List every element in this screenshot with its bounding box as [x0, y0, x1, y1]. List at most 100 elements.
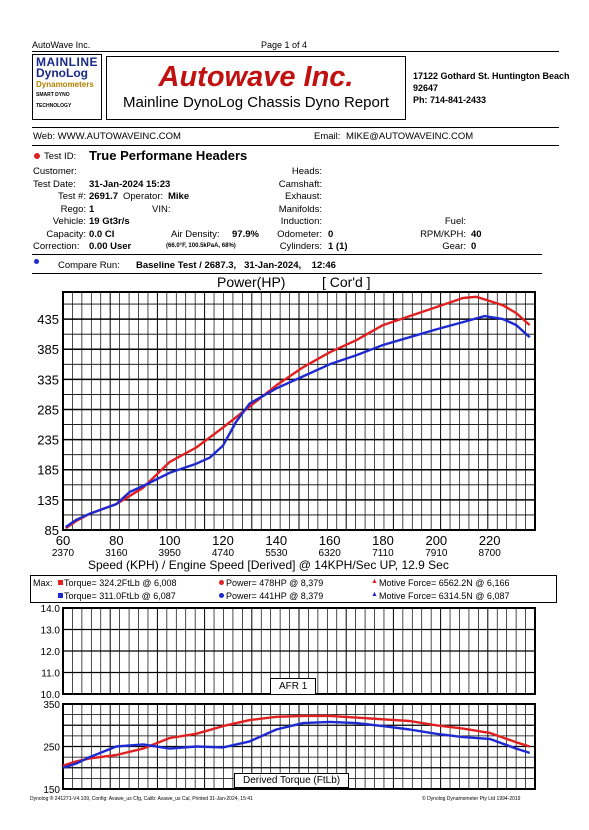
compare-force-marker-icon: ▲ — [371, 591, 378, 598]
air-density-label: Air Density: — [171, 229, 220, 240]
ambient-conditions: (66.0°F, 100.5kPaA, 68%) — [166, 243, 236, 249]
afr-ytick-label: 14.0 — [41, 604, 61, 615]
run-force-marker-icon: ▲ — [371, 578, 378, 585]
heads-label: Heads: — [291, 166, 322, 177]
header-rule — [32, 51, 559, 52]
power-xtick-label: 160 — [319, 533, 341, 548]
power-chart-xlabel: Speed (KPH) / Engine Speed [Derived] @ 1… — [88, 558, 449, 572]
capacity: 0.0 CI — [89, 229, 115, 240]
odometer-label: Odometer: — [277, 229, 322, 240]
power-xtick-label: 120 — [212, 533, 234, 548]
power-ytick-label: 385 — [37, 342, 59, 357]
power-xtick-label: 180 — [372, 533, 394, 548]
max-values-box — [30, 575, 557, 603]
report-subtitle: Mainline DynoLog Chassis Dyno Report — [123, 94, 389, 111]
compare-max-force: Motive Force= 6314.5N @ 6,087 — [379, 591, 510, 601]
report-title-box: Autowave Inc. Mainline DynoLog Chassis D… — [106, 56, 406, 120]
power-ytick-label: 235 — [37, 433, 59, 448]
email-address: MIKE@AUTOWAVEINC.COM — [346, 131, 474, 142]
operator-label: Operator: — [123, 191, 164, 202]
power-xtick-label: 80 — [109, 533, 123, 548]
customer-label: Customer: — [33, 166, 77, 177]
test-date: 31-Jan-2024 15:23 — [89, 179, 171, 190]
power-rpm-tick-label: 2370 — [52, 548, 75, 559]
test-number: 2691.7 — [89, 191, 119, 202]
rpm-kph-label: RPM/KPH: — [420, 229, 466, 240]
gear-label: Gear: — [442, 241, 466, 252]
compare-power-marker-icon — [219, 593, 224, 598]
power-ytick-label: 285 — [37, 402, 59, 417]
power-rpm-tick-label: 7110 — [372, 548, 394, 559]
torque-ytick-label: 250 — [43, 743, 60, 754]
camshaft-label: Camshaft: — [278, 179, 322, 190]
address-phone: Ph: 714-841-2433 — [413, 95, 487, 105]
power-chart-corrected: [ Cor'd ] — [322, 274, 371, 290]
operator: Mike — [168, 191, 190, 202]
torque-series-run — [62, 714, 531, 767]
power-ytick-label: 335 — [37, 372, 59, 387]
power-series-compare — [65, 314, 531, 528]
afr-chart-label: AFR 1 — [270, 678, 317, 695]
report-title: Autowave Inc. — [158, 61, 354, 93]
torque-series-compare — [62, 720, 531, 769]
vehicle: 19 Gt3r/s — [89, 216, 130, 227]
fuel-label: Fuel: — [444, 216, 466, 227]
induction-label: Induction: — [280, 216, 322, 227]
torque-ytick-label: 350 — [43, 700, 60, 711]
power-xtick-label: 140 — [265, 533, 287, 548]
power-xtick-label: 100 — [159, 533, 181, 548]
test-date-label: Test Date: — [33, 179, 76, 190]
afr-ytick-label: 11.0 — [41, 669, 60, 680]
torque-plot-frame — [62, 703, 536, 790]
run-max-torque: Torque= 324.2FtLb @ 6,008 — [64, 578, 177, 588]
power-xtick-label: 60 — [56, 533, 70, 548]
power-ytick-label: 185 — [37, 463, 59, 478]
cylinders-label: Cylinders: — [279, 241, 322, 252]
power-rpm-tick-label: 5530 — [265, 548, 288, 559]
header-company: AutoWave Inc. — [32, 40, 91, 50]
vehicle-label: Vehicle: — [52, 216, 86, 227]
torque-plot: 150 250 350 — [43, 700, 536, 796]
page-number: Page 1 of 4 — [261, 40, 308, 50]
test-id-label: Test ID: — [44, 151, 77, 162]
max-label: Max: — [33, 578, 53, 588]
power-ytick-label: 135 — [37, 493, 59, 508]
afr-ytick-label: 12.0 — [41, 647, 61, 658]
exhaust-label: Exhaust: — [285, 191, 322, 202]
compare-run: Baseline Test / 2687.3, 31-Jan-2024, 12:… — [136, 260, 336, 271]
run-marker-icon — [34, 153, 40, 159]
power-rpm-tick-label: 8700 — [479, 548, 502, 559]
gear: 0 — [471, 241, 477, 252]
rego-label: Rego: — [60, 204, 86, 215]
compare-marker-icon — [34, 259, 39, 264]
manifolds-label: Manifolds: — [278, 204, 322, 215]
power-rpm-tick-label: 3950 — [159, 548, 182, 559]
power-rpm-tick-label: 6320 — [319, 548, 342, 559]
power-xtick-label: 200 — [425, 533, 447, 548]
run-max-power: Power= 478HP @ 8,379 — [226, 578, 324, 588]
afr-ytick-label: 13.0 — [41, 626, 61, 637]
run-max-force: Motive Force= 6562.2N @ 6,166 — [379, 578, 510, 588]
test-id: True Performane Headers — [89, 148, 248, 163]
air-density: 97.9% — [232, 229, 259, 240]
test-number-label: Test #: — [58, 191, 86, 202]
cylinders: 1 (1) — [328, 241, 348, 252]
correction: 0.00 User — [89, 241, 132, 252]
odometer: 0 — [328, 229, 334, 240]
torque-chart-label: Derived Torque (FtLb) — [234, 773, 350, 788]
capacity-label: Capacity: — [46, 229, 86, 240]
power-chart-title: Power(HP) — [217, 274, 286, 290]
footer-config: Dynolog ® 241271-V4.109, Config: Avawe_u… — [30, 796, 253, 802]
power-ytick-label: 435 — [37, 312, 59, 327]
power-series-run — [65, 295, 531, 530]
mainline-dynolog-logo: MAINLINE DynoLog Dynamometers SMART DYNO… — [32, 54, 102, 120]
run-power-marker-icon — [219, 580, 224, 585]
address-block: 17122 Gothard St. Huntington Beach 92647… — [413, 70, 589, 106]
power-ytick-label: 85 — [45, 523, 59, 538]
compare-max-power: Power= 441HP @ 8,379 — [226, 591, 324, 601]
power-rpm-tick-label: 7910 — [425, 548, 448, 559]
address-street: 17122 Gothard St. Huntington Beach — [413, 71, 570, 81]
torque-ytick-label: 150 — [43, 785, 60, 796]
